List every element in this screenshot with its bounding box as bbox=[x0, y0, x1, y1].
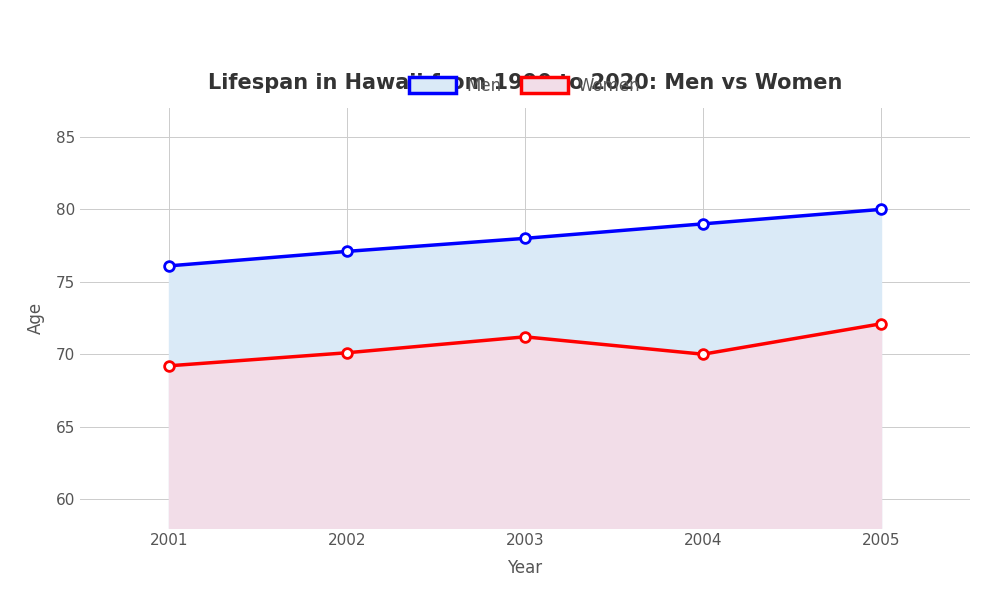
Legend: Men, Women: Men, Women bbox=[403, 70, 647, 101]
Y-axis label: Age: Age bbox=[27, 302, 45, 334]
Title: Lifespan in Hawaii from 1990 to 2020: Men vs Women: Lifespan in Hawaii from 1990 to 2020: Me… bbox=[208, 73, 842, 92]
X-axis label: Year: Year bbox=[507, 559, 543, 577]
